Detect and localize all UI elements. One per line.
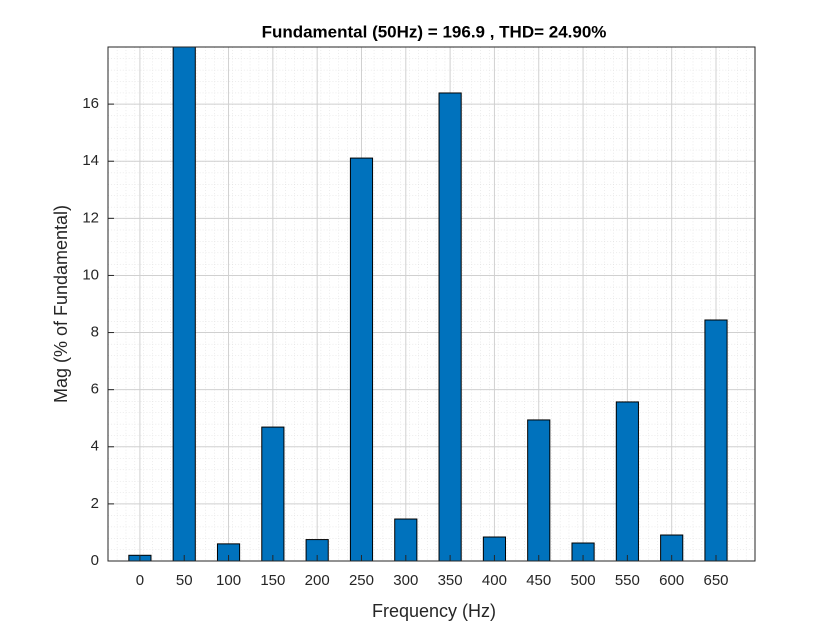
y-tick-label: 10 bbox=[82, 266, 99, 283]
x-tick-label: 150 bbox=[260, 572, 285, 589]
bar bbox=[615, 401, 639, 561]
x-tick-label: 550 bbox=[615, 572, 640, 589]
bar bbox=[527, 419, 551, 561]
bar bbox=[349, 157, 374, 561]
x-tick-label: 350 bbox=[438, 572, 463, 589]
y-tick-label: 0 bbox=[91, 552, 99, 569]
x-tick-label: 450 bbox=[526, 572, 551, 589]
axes-box bbox=[107, 46, 756, 562]
x-tick-label: 650 bbox=[703, 572, 728, 589]
y-tick-label: 14 bbox=[82, 152, 99, 169]
x-tick-label: 0 bbox=[136, 572, 144, 589]
bar bbox=[438, 92, 462, 561]
x-tick-label: 600 bbox=[659, 572, 684, 589]
x-tick-label: 250 bbox=[349, 572, 374, 589]
y-tick-label: 4 bbox=[91, 438, 99, 455]
x-tick-label: 200 bbox=[305, 572, 330, 589]
bar bbox=[172, 47, 196, 561]
y-tick-label: 6 bbox=[91, 381, 99, 398]
y-tick-label: 16 bbox=[82, 95, 99, 112]
bar bbox=[704, 319, 728, 561]
x-tick-label: 500 bbox=[571, 572, 596, 589]
bar bbox=[261, 426, 285, 561]
x-axis-label: Frequency (Hz) bbox=[372, 601, 496, 621]
y-tick-label: 8 bbox=[91, 324, 99, 341]
y-axis-label: Mag (% of Fundamental) bbox=[51, 205, 71, 403]
chart-title: Fundamental (50Hz) = 196.9 , THD= 24.90% bbox=[262, 22, 607, 41]
bar bbox=[660, 534, 684, 561]
y-tick-label: 2 bbox=[91, 495, 99, 512]
bar bbox=[394, 518, 418, 561]
bars bbox=[128, 47, 728, 561]
x-tick-label: 100 bbox=[216, 572, 241, 589]
x-tick-label: 300 bbox=[393, 572, 418, 589]
bar bbox=[571, 542, 595, 561]
ticks: 0 2 4 6 8 10 12 14 16 0 50 100 150 200 250 300 350 400 450… bbox=[82, 95, 728, 589]
y-tick-label: 12 bbox=[82, 209, 99, 226]
x-tick-label: 50 bbox=[176, 572, 193, 589]
x-tick-label: 400 bbox=[482, 572, 507, 589]
minor-grid bbox=[108, 47, 755, 561]
